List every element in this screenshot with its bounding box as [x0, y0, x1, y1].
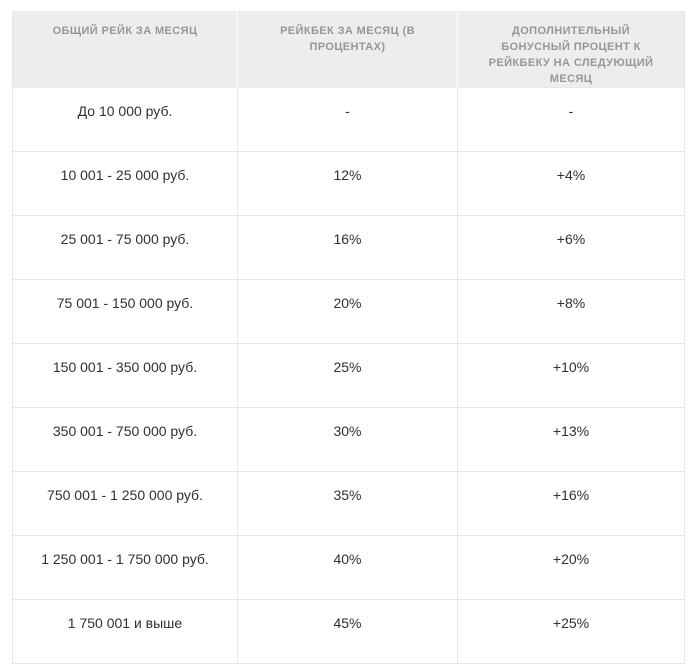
rake-range-cell: 750 001 - 1 250 000 руб.	[12, 471, 238, 536]
rake-range-cell: 1 250 001 - 1 750 000 руб.	[12, 535, 238, 600]
bonus-value-cell: +10%	[457, 343, 685, 408]
table-row: 1 250 001 - 1 750 000 руб. 40% +20%	[12, 535, 685, 600]
header-total-rake: ОБЩИЙ РЕЙК ЗА МЕСЯЦ	[12, 11, 238, 88]
header-bonus-percent: ДОПОЛНИТЕЛЬНЫЙ БОНУСНЫЙ ПРОЦЕНТ К РЕЙКБЕ…	[457, 11, 685, 88]
rake-range-cell: 350 001 - 750 000 руб.	[12, 407, 238, 472]
bonus-value-cell: +20%	[457, 535, 685, 600]
rakeback-table-container: ОБЩИЙ РЕЙК ЗА МЕСЯЦ РЕЙКБЕК ЗА МЕСЯЦ (В …	[12, 11, 685, 664]
bonus-value-cell: +13%	[457, 407, 685, 472]
table-row: 1 750 001 и выше 45% +25%	[12, 599, 685, 664]
rake-range-cell: 10 001 - 25 000 руб.	[12, 151, 238, 216]
rake-range-cell: 25 001 - 75 000 руб.	[12, 215, 238, 280]
rakeback-table: ОБЩИЙ РЕЙК ЗА МЕСЯЦ РЕЙКБЕК ЗА МЕСЯЦ (В …	[12, 11, 685, 664]
table-row: 750 001 - 1 250 000 руб. 35% +16%	[12, 471, 685, 536]
header-rakeback-percent: РЕЙКБЕК ЗА МЕСЯЦ (В ПРОЦЕНТАХ)	[237, 11, 458, 88]
table-row: До 10 000 руб. - -	[12, 87, 685, 152]
bonus-value-cell: +4%	[457, 151, 685, 216]
rakeback-value-cell: 35%	[237, 471, 458, 536]
table-row: 75 001 - 150 000 руб. 20% +8%	[12, 279, 685, 344]
rakeback-value-cell: 12%	[237, 151, 458, 216]
table-body: До 10 000 руб. - -10 001 - 25 000 руб. 12% +…	[12, 87, 685, 664]
table-row: 25 001 - 75 000 руб. 16% +6%	[12, 215, 685, 280]
bonus-value-cell: +25%	[457, 599, 685, 664]
bonus-value-cell: -	[457, 87, 685, 152]
rakeback-value-cell: -	[237, 87, 458, 152]
table-row: 10 001 - 25 000 руб. 12% +4%	[12, 151, 685, 216]
table-row: 150 001 - 350 000 руб. 25% +10%	[12, 343, 685, 408]
table-row: 350 001 - 750 000 руб. 30% +13%	[12, 407, 685, 472]
bonus-value-cell: +8%	[457, 279, 685, 344]
rakeback-value-cell: 30%	[237, 407, 458, 472]
rake-range-cell: 150 001 - 350 000 руб.	[12, 343, 238, 408]
bonus-value-cell: +6%	[457, 215, 685, 280]
rake-range-cell: 75 001 - 150 000 руб.	[12, 279, 238, 344]
rakeback-value-cell: 20%	[237, 279, 458, 344]
rake-range-cell: До 10 000 руб.	[12, 87, 238, 152]
rake-range-cell: 1 750 001 и выше	[12, 599, 238, 664]
bonus-value-cell: +16%	[457, 471, 685, 536]
rakeback-value-cell: 16%	[237, 215, 458, 280]
rakeback-value-cell: 45%	[237, 599, 458, 664]
rakeback-value-cell: 40%	[237, 535, 458, 600]
table-header-row: ОБЩИЙ РЕЙК ЗА МЕСЯЦ РЕЙКБЕК ЗА МЕСЯЦ (В …	[12, 11, 685, 88]
rakeback-value-cell: 25%	[237, 343, 458, 408]
